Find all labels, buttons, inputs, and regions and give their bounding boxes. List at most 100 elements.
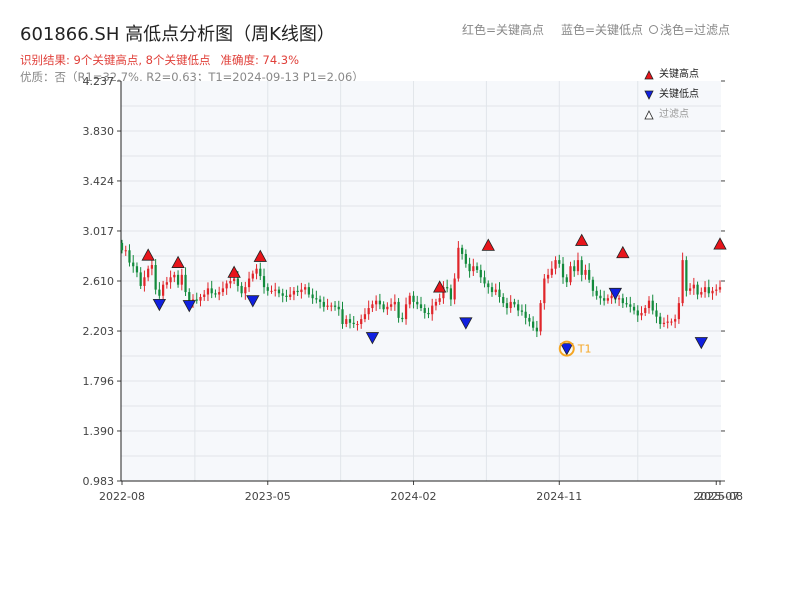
candle-body	[206, 288, 210, 295]
candle-body	[498, 289, 501, 297]
candle-body	[666, 321, 669, 323]
key-low-marker	[459, 317, 473, 330]
candle-body	[524, 311, 527, 318]
candle-body	[401, 317, 404, 320]
candle-body	[632, 306, 636, 311]
key-low-marker	[182, 300, 196, 313]
candle-body	[341, 309, 344, 325]
t1-marker	[558, 340, 575, 357]
y-tick-label: 2.203	[83, 325, 115, 338]
candle-body	[707, 287, 710, 294]
candle-body	[610, 295, 613, 299]
candle-body	[311, 294, 314, 299]
candle-body	[494, 289, 497, 293]
candle-body	[285, 295, 288, 297]
x-tick-label: 2025-07	[693, 490, 739, 503]
candle-body	[692, 284, 695, 289]
candle-body	[128, 250, 131, 263]
candle-body	[558, 260, 561, 264]
candle-body	[386, 306, 389, 310]
candle-body	[505, 303, 509, 309]
key-high-marker	[433, 280, 447, 293]
candle-body	[270, 290, 273, 292]
candle-body	[453, 278, 456, 300]
candle-body	[565, 277, 568, 283]
candle-body	[266, 287, 269, 291]
y-tick-label: 3.017	[83, 225, 115, 238]
y-tick-label: 1.796	[83, 375, 115, 388]
candle-body	[539, 303, 542, 332]
candle-body	[352, 322, 355, 325]
candle-body	[124, 250, 127, 252]
candle-body	[389, 304, 393, 307]
legend-low-label: 关键低点	[659, 89, 699, 100]
key-high-marker	[227, 265, 241, 278]
candle-body	[603, 298, 606, 301]
t1-label: T1	[577, 343, 592, 356]
candle-body	[165, 282, 168, 285]
candle-body	[535, 327, 538, 332]
candle-body	[229, 281, 232, 284]
candle-body	[233, 278, 236, 281]
key-low-marker	[560, 343, 574, 356]
candle-body	[659, 316, 662, 325]
candle-body	[244, 287, 247, 294]
legend-low: 关键低点	[644, 85, 699, 105]
candle-body	[550, 268, 553, 275]
candle-body	[322, 301, 325, 307]
candle-body	[147, 268, 150, 278]
candle-body	[367, 308, 370, 315]
candle-body	[423, 308, 426, 313]
candle-body	[132, 262, 135, 267]
candle-body	[397, 301, 400, 318]
candle-body	[315, 298, 318, 300]
candle-body	[606, 298, 609, 301]
candle-body	[685, 260, 688, 291]
candle-body	[218, 292, 221, 295]
candle-body	[143, 277, 146, 286]
candle-body	[655, 310, 658, 317]
candle-body	[576, 260, 580, 272]
candle-body	[262, 276, 266, 288]
candle-body	[180, 274, 183, 285]
key-high-marker	[616, 245, 630, 259]
y-tick-label: 3.424	[83, 175, 115, 188]
candle-body	[674, 319, 677, 322]
candle-body	[300, 289, 303, 293]
key-low-marker	[608, 287, 623, 301]
candle-body	[277, 289, 281, 294]
candle-body	[554, 260, 557, 269]
candle-body	[644, 308, 647, 313]
candle-body	[195, 299, 198, 301]
key-high-marker	[253, 249, 267, 262]
candle-body	[382, 304, 385, 310]
candle-body	[371, 304, 374, 309]
candle-body	[617, 298, 621, 300]
result-text: 识别结果: 9个关键高点, 8个关键低点	[20, 53, 211, 67]
candle-body	[292, 290, 296, 295]
candle-body	[457, 247, 460, 279]
candle-body	[700, 292, 703, 295]
accuracy-text: 准确度: 74.3%	[220, 53, 300, 67]
candle-body	[363, 314, 367, 320]
candle-body	[281, 293, 284, 296]
candle-body	[718, 287, 722, 290]
legend-high-label: 关键高点	[659, 69, 699, 80]
candle-body	[337, 306, 340, 310]
candle-body	[468, 263, 471, 272]
candle-body	[251, 273, 254, 279]
candle-body	[404, 304, 408, 320]
key-low-marker	[246, 295, 260, 308]
candle-body	[120, 242, 124, 251]
candle-body	[150, 265, 154, 269]
key-low-marker	[152, 298, 167, 312]
candle-body	[647, 300, 651, 309]
key-low-marker	[694, 337, 708, 350]
candle-body	[210, 288, 213, 294]
candle-body	[580, 260, 583, 275]
candle-body	[625, 303, 628, 305]
candle-body	[173, 274, 176, 278]
candle-body	[416, 301, 419, 305]
candle-body	[681, 260, 684, 304]
candle-body	[528, 317, 531, 322]
